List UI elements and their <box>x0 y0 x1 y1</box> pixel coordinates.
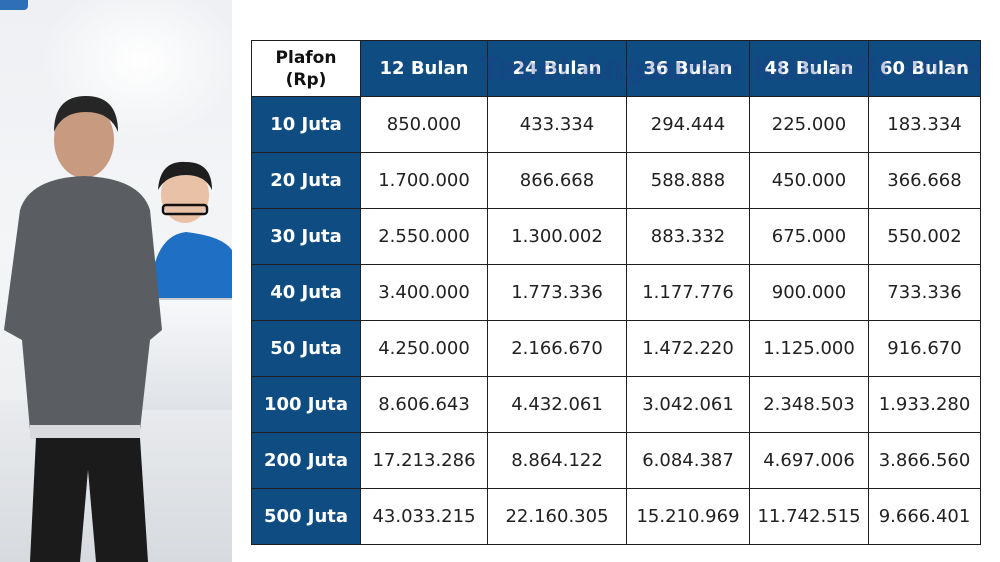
installment-cell: 225.000 <box>749 96 869 153</box>
installment-cell: 1.700.000 <box>360 152 488 209</box>
installment-cell: 11.742.515 <box>749 488 869 545</box>
installment-cell: 550.002 <box>868 208 981 265</box>
logo-fragment <box>0 0 28 10</box>
installment-cell: 1.300.002 <box>487 208 627 265</box>
customer-neck <box>54 102 114 178</box>
row-header-plafon: 200 Juta <box>251 432 361 489</box>
installment-cell: 1.472.220 <box>626 320 750 377</box>
installment-cell: 6.084.387 <box>626 432 750 489</box>
installment-cell: 3.400.000 <box>360 264 488 321</box>
installment-cell: 1.933.280 <box>868 376 981 433</box>
customer-trousers <box>30 438 148 562</box>
header-row: Plafon (Rp) 12 Bulan 24 Bulan 36 Bulan 48… <box>251 40 981 97</box>
table-row: 100 Juta 8.606.643 4.432.061 3.042.061 2.348… <box>251 376 981 433</box>
installment-cell: 450.000 <box>749 152 869 209</box>
installment-cell: 866.668 <box>487 152 627 209</box>
table-row: 50 Juta 4.250.000 2.166.670 1.472.220 1.125.… <box>251 320 981 377</box>
customer-shirt-hem <box>30 425 140 439</box>
installment-cell: 3.866.560 <box>868 432 981 489</box>
installment-cell: 883.332 <box>626 208 750 265</box>
installment-cell: 8.606.643 <box>360 376 488 433</box>
installment-cell: 8.864.122 <box>487 432 627 489</box>
row-header-plafon: 500 Juta <box>251 488 361 545</box>
installment-cell: 15.210.969 <box>626 488 750 545</box>
corner-label: Plafon (Rp) <box>275 47 337 90</box>
installment-cell: 4.250.000 <box>360 320 488 377</box>
installment-cell: 675.000 <box>749 208 869 265</box>
installment-cell: 433.334 <box>487 96 627 153</box>
column-header-60: 60 Bulan <box>868 40 981 97</box>
installment-cell: 1.177.776 <box>626 264 750 321</box>
installment-cell: 733.336 <box>868 264 981 321</box>
installment-cell: 916.670 <box>868 320 981 377</box>
installment-table: Plafon (Rp) 12 Bulan 24 Bulan 36 Bulan 48… <box>251 40 981 545</box>
teller-glasses <box>161 203 209 216</box>
installment-cell: 22.160.305 <box>487 488 627 545</box>
row-header-plafon: 20 Juta <box>251 152 361 209</box>
row-header-plafon: 10 Juta <box>251 96 361 153</box>
row-header-plafon: 40 Juta <box>251 264 361 321</box>
installment-cell: 850.000 <box>360 96 488 153</box>
table-row: 20 Juta 1.700.000 866.668 588.888 450.000 366… <box>251 152 981 209</box>
installment-cell: 588.888 <box>626 152 750 209</box>
installment-cell: 900.000 <box>749 264 869 321</box>
corner-header: Plafon (Rp) <box>251 40 361 97</box>
installment-cell: 9.666.401 <box>868 488 981 545</box>
installment-cell: 1.773.336 <box>487 264 627 321</box>
table-row: 40 Juta 3.400.000 1.773.336 1.177.776 900.00… <box>251 264 981 321</box>
installment-cell: 17.213.286 <box>360 432 488 489</box>
table-row: 30 Juta 2.550.000 1.300.002 883.332 675.000 5… <box>251 208 981 265</box>
installment-cell: 3.042.061 <box>626 376 750 433</box>
row-header-plafon: 50 Juta <box>251 320 361 377</box>
installment-cell: 183.334 <box>868 96 981 153</box>
installment-cell: 2.166.670 <box>487 320 627 377</box>
row-header-plafon: 100 Juta <box>251 376 361 433</box>
column-header-24: 24 Bulan <box>487 40 627 97</box>
customer-hair <box>54 96 118 132</box>
table-row: 500 Juta 43.033.215 22.160.305 15.210.969 11… <box>251 488 981 545</box>
teller-uniform <box>150 232 232 298</box>
customer-jacket <box>4 176 162 430</box>
installment-cell: 1.125.000 <box>749 320 869 377</box>
row-header-plafon: 30 Juta <box>251 208 361 265</box>
people-illustration <box>4 96 232 562</box>
teller-face <box>161 167 209 223</box>
column-header-48: 48 Bulan <box>749 40 869 97</box>
table-row: 10 Juta 850.000 433.334 294.444 225.000 183.3… <box>251 96 981 153</box>
bank-counter-photo <box>0 0 232 562</box>
column-header-12: 12 Bulan <box>360 40 488 97</box>
teller-hair <box>158 161 212 190</box>
column-header-36: 36 Bulan <box>626 40 750 97</box>
table-row: 200 Juta 17.213.286 8.864.122 6.084.387 4.69… <box>251 432 981 489</box>
installment-cell: 294.444 <box>626 96 750 153</box>
installment-cell: 4.697.006 <box>749 432 869 489</box>
installment-cell: 43.033.215 <box>360 488 488 545</box>
installment-cell: 366.668 <box>868 152 981 209</box>
installment-cell: 4.432.061 <box>487 376 627 433</box>
installment-cell: 2.348.503 <box>749 376 869 433</box>
installment-cell: 2.550.000 <box>360 208 488 265</box>
